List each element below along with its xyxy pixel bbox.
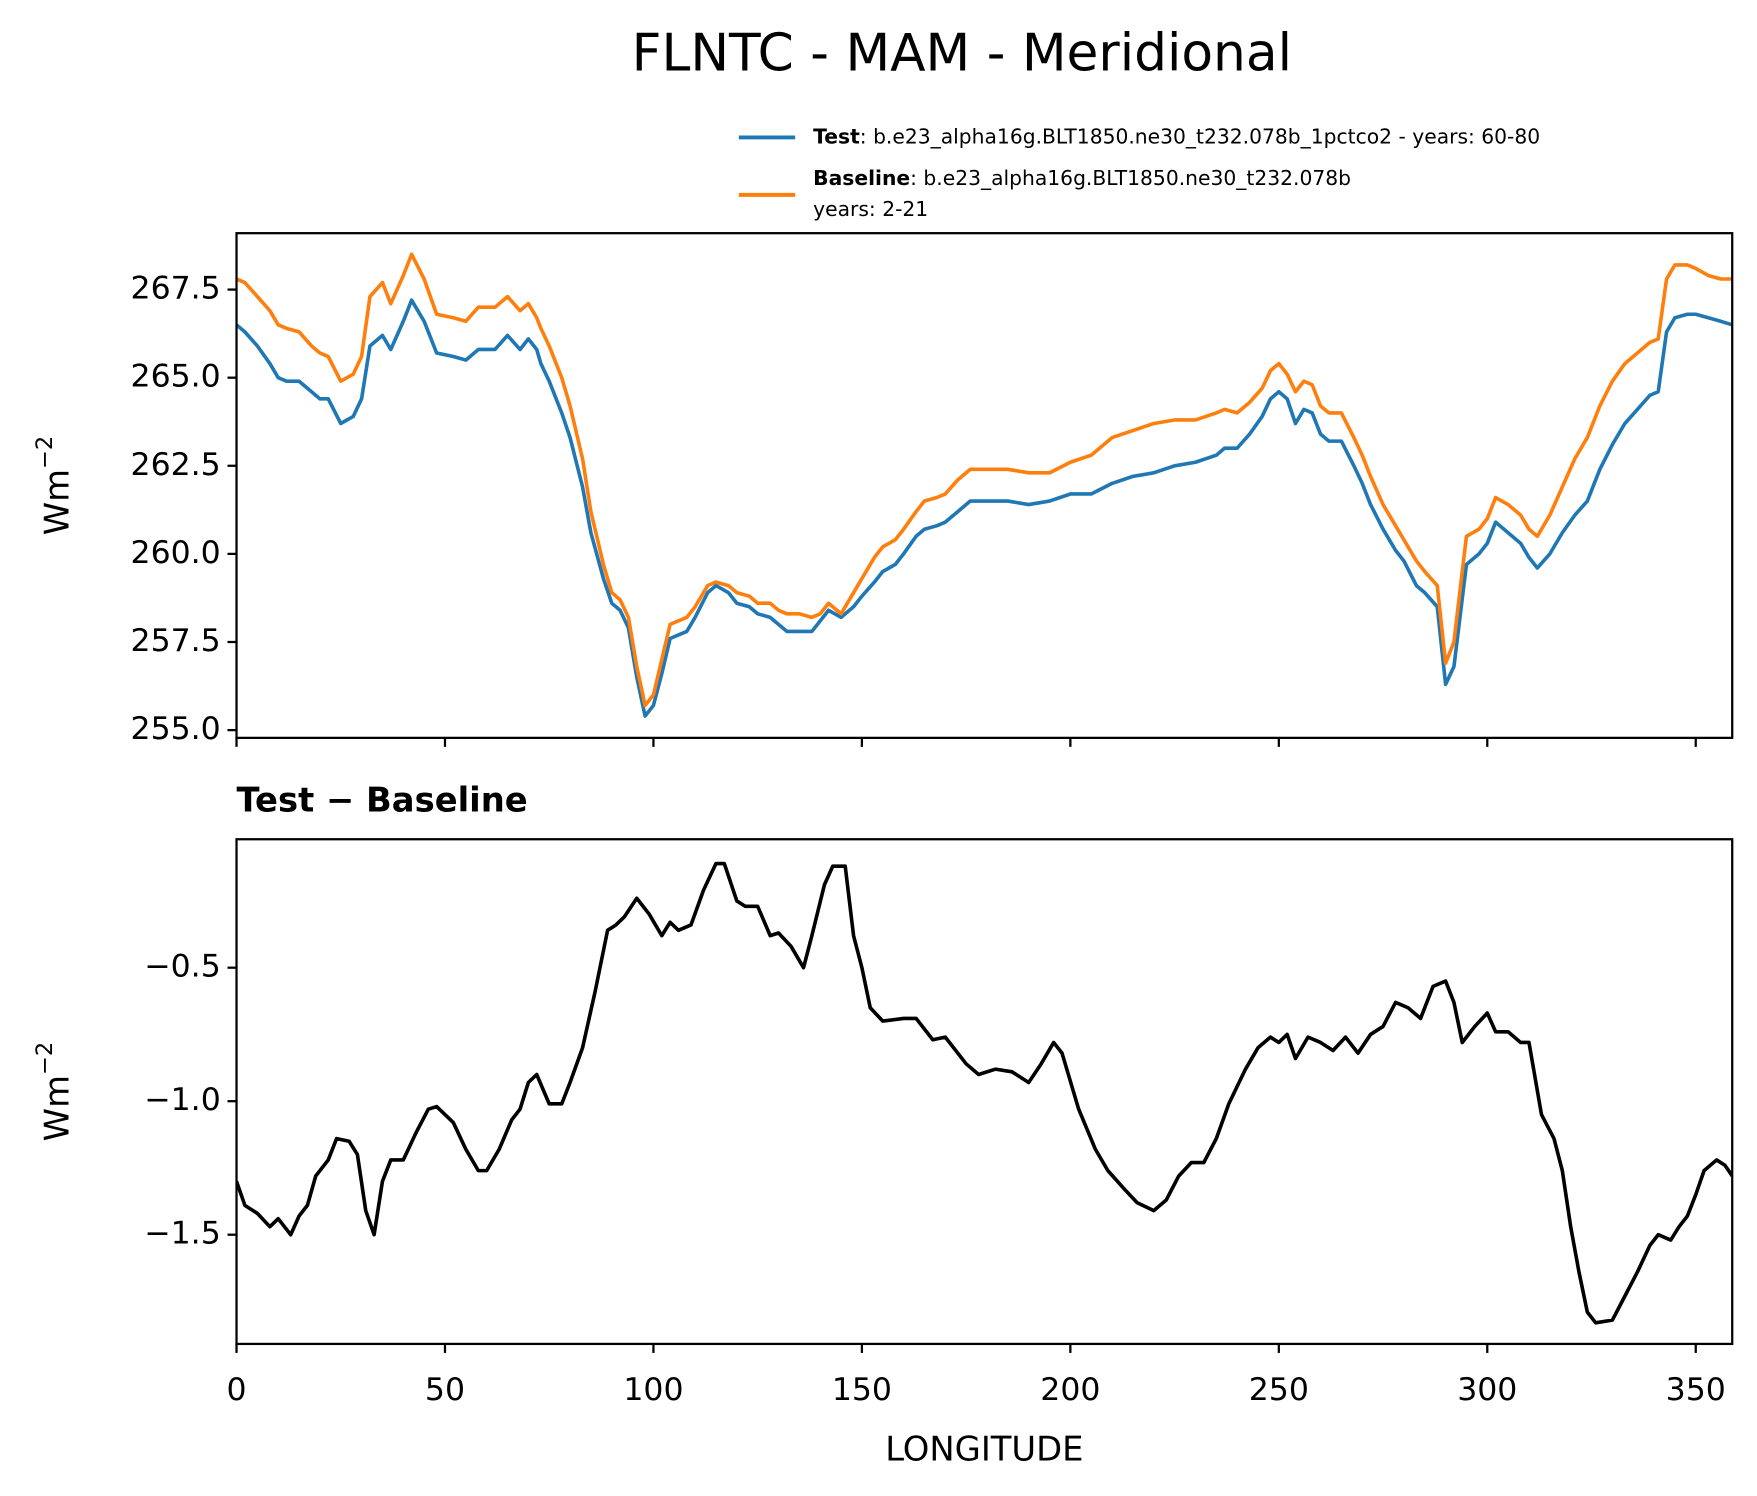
- y-label-sup: −2: [32, 436, 58, 469]
- y-tick-label: 265.0: [131, 359, 221, 395]
- chart-title: FLNTC - MAM - Meridional: [632, 23, 1292, 83]
- y-tick-label: 257.5: [131, 623, 221, 659]
- x-axis-label: LONGITUDE: [885, 1429, 1083, 1468]
- legend-label: Baseline: b.e23_alpha16g.BLT1850.ne30_t2…: [813, 166, 1351, 190]
- plot-frame: [235, 838, 1734, 1346]
- data-line: [236, 298, 1733, 718]
- legend-description: years: 2-21: [813, 197, 928, 221]
- x-tick-label: 250: [1249, 1372, 1309, 1408]
- data-line: [236, 861, 1733, 1325]
- y-tick-label: −0.5: [144, 949, 221, 985]
- legend-label: Test: b.e23_alpha16g.BLT1850.ne30_t232.0…: [813, 124, 1540, 148]
- data-line: [236, 252, 1733, 708]
- x-tick-label: 100: [623, 1372, 683, 1408]
- legend-description: : b.e23_alpha16g.BLT1850.ne30_t232.078b_…: [860, 124, 1540, 148]
- y-tick-label: 260.0: [131, 535, 221, 571]
- x-tick-label: 150: [832, 1372, 892, 1408]
- subplot-title: Test − Baseline: [237, 781, 528, 820]
- y-tick-label: 267.5: [131, 271, 221, 307]
- y-tick-label: 262.5: [131, 447, 221, 483]
- y-label-base: Wm: [37, 1075, 76, 1141]
- plot-frame: [235, 232, 1734, 739]
- x-tick-label: 350: [1666, 1372, 1726, 1408]
- x-tick-label: 200: [1040, 1372, 1100, 1408]
- x-tick-label: 300: [1457, 1372, 1517, 1408]
- x-tick-label: 50: [425, 1372, 465, 1408]
- legend-description: : b.e23_alpha16g.BLT1850.ne30_t232.078b: [910, 166, 1351, 190]
- legend-name: Baseline: [813, 166, 910, 190]
- y-label-base: Wm: [37, 469, 76, 535]
- y-tick-label: −1.5: [144, 1216, 221, 1252]
- x-tick-label: 0: [226, 1372, 246, 1408]
- y-tick-label: −1.0: [144, 1082, 221, 1118]
- y-tick-label: 255.0: [131, 711, 221, 747]
- y-axis-label: Wm−2: [32, 436, 77, 536]
- y-axis-label: Wm−2: [32, 1042, 77, 1142]
- y-label-sup: −2: [32, 1042, 58, 1075]
- legend-name: Test: [813, 124, 860, 148]
